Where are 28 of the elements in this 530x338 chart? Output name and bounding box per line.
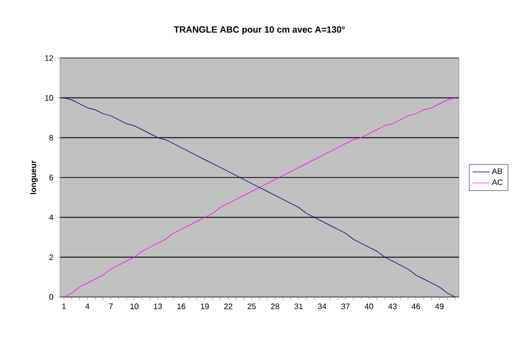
y-axis-title: longueur <box>30 160 38 194</box>
y-tick-label: 4 <box>49 214 54 220</box>
y-tick-label: 2 <box>49 254 54 260</box>
x-tick-label: 10 <box>130 304 138 310</box>
x-tick-label: 49 <box>435 304 444 310</box>
x-tick-label: 25 <box>248 304 256 310</box>
x-tick-label: 31 <box>294 304 303 310</box>
x-tick-label: 4 <box>85 304 90 310</box>
x-tick-label: 34 <box>318 304 326 310</box>
x-tick-label: 19 <box>200 304 209 310</box>
y-tick-label: 12 <box>45 55 54 61</box>
chart-title: TRANGLE ABC pour 10 cm avec A=130° <box>174 26 345 34</box>
y-tick-label: 6 <box>49 174 54 180</box>
y-tick-label: 10 <box>45 95 54 101</box>
x-tick-label: 43 <box>388 304 397 310</box>
x-tick-label: 37 <box>341 304 350 310</box>
x-tick-label: 28 <box>271 304 280 310</box>
x-tick-label: 22 <box>224 304 232 310</box>
x-tick-label: 7 <box>109 304 113 310</box>
legend-label: AC <box>492 179 503 186</box>
y-tick-label: 0 <box>49 294 54 300</box>
x-tick-label: 46 <box>412 304 420 310</box>
x-tick-label: 40 <box>364 304 374 310</box>
x-tick-label: 13 <box>154 304 162 310</box>
x-tick-label: 16 <box>177 304 186 310</box>
x-tick-label: 1 <box>62 304 66 310</box>
legend-label: AB <box>492 168 502 174</box>
y-tick-label: 8 <box>49 134 54 140</box>
